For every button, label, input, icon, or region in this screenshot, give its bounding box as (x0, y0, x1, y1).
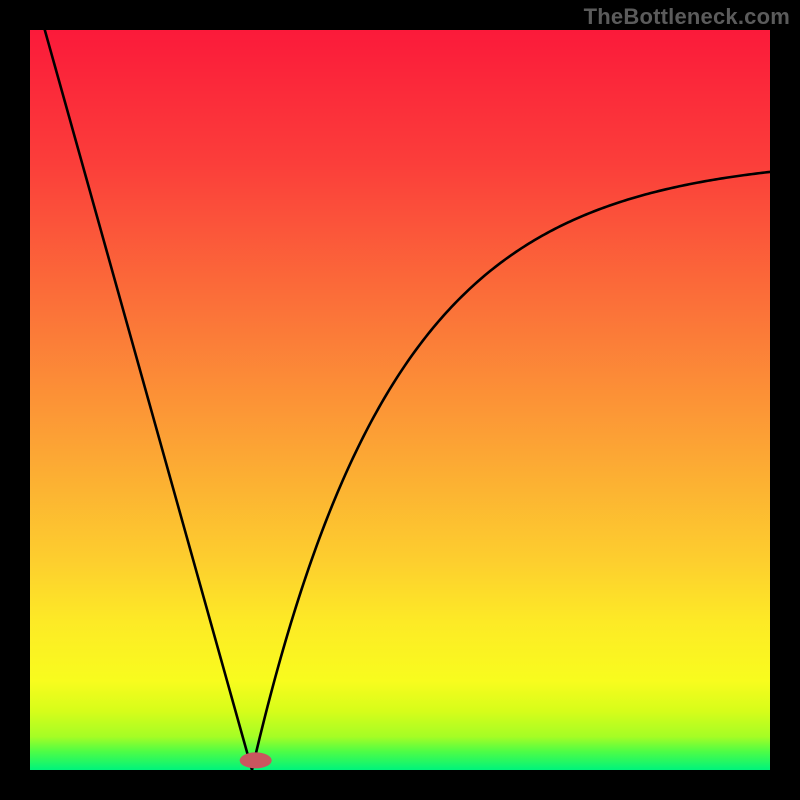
chart-container: { "watermark": { "text": "TheBottleneck.… (0, 0, 800, 800)
bottleneck-curve (45, 30, 770, 770)
watermark: TheBottleneck.com (584, 4, 790, 30)
vertex-marker (240, 752, 272, 768)
watermark-text: TheBottleneck.com (584, 4, 790, 29)
curve-svg (0, 0, 800, 800)
